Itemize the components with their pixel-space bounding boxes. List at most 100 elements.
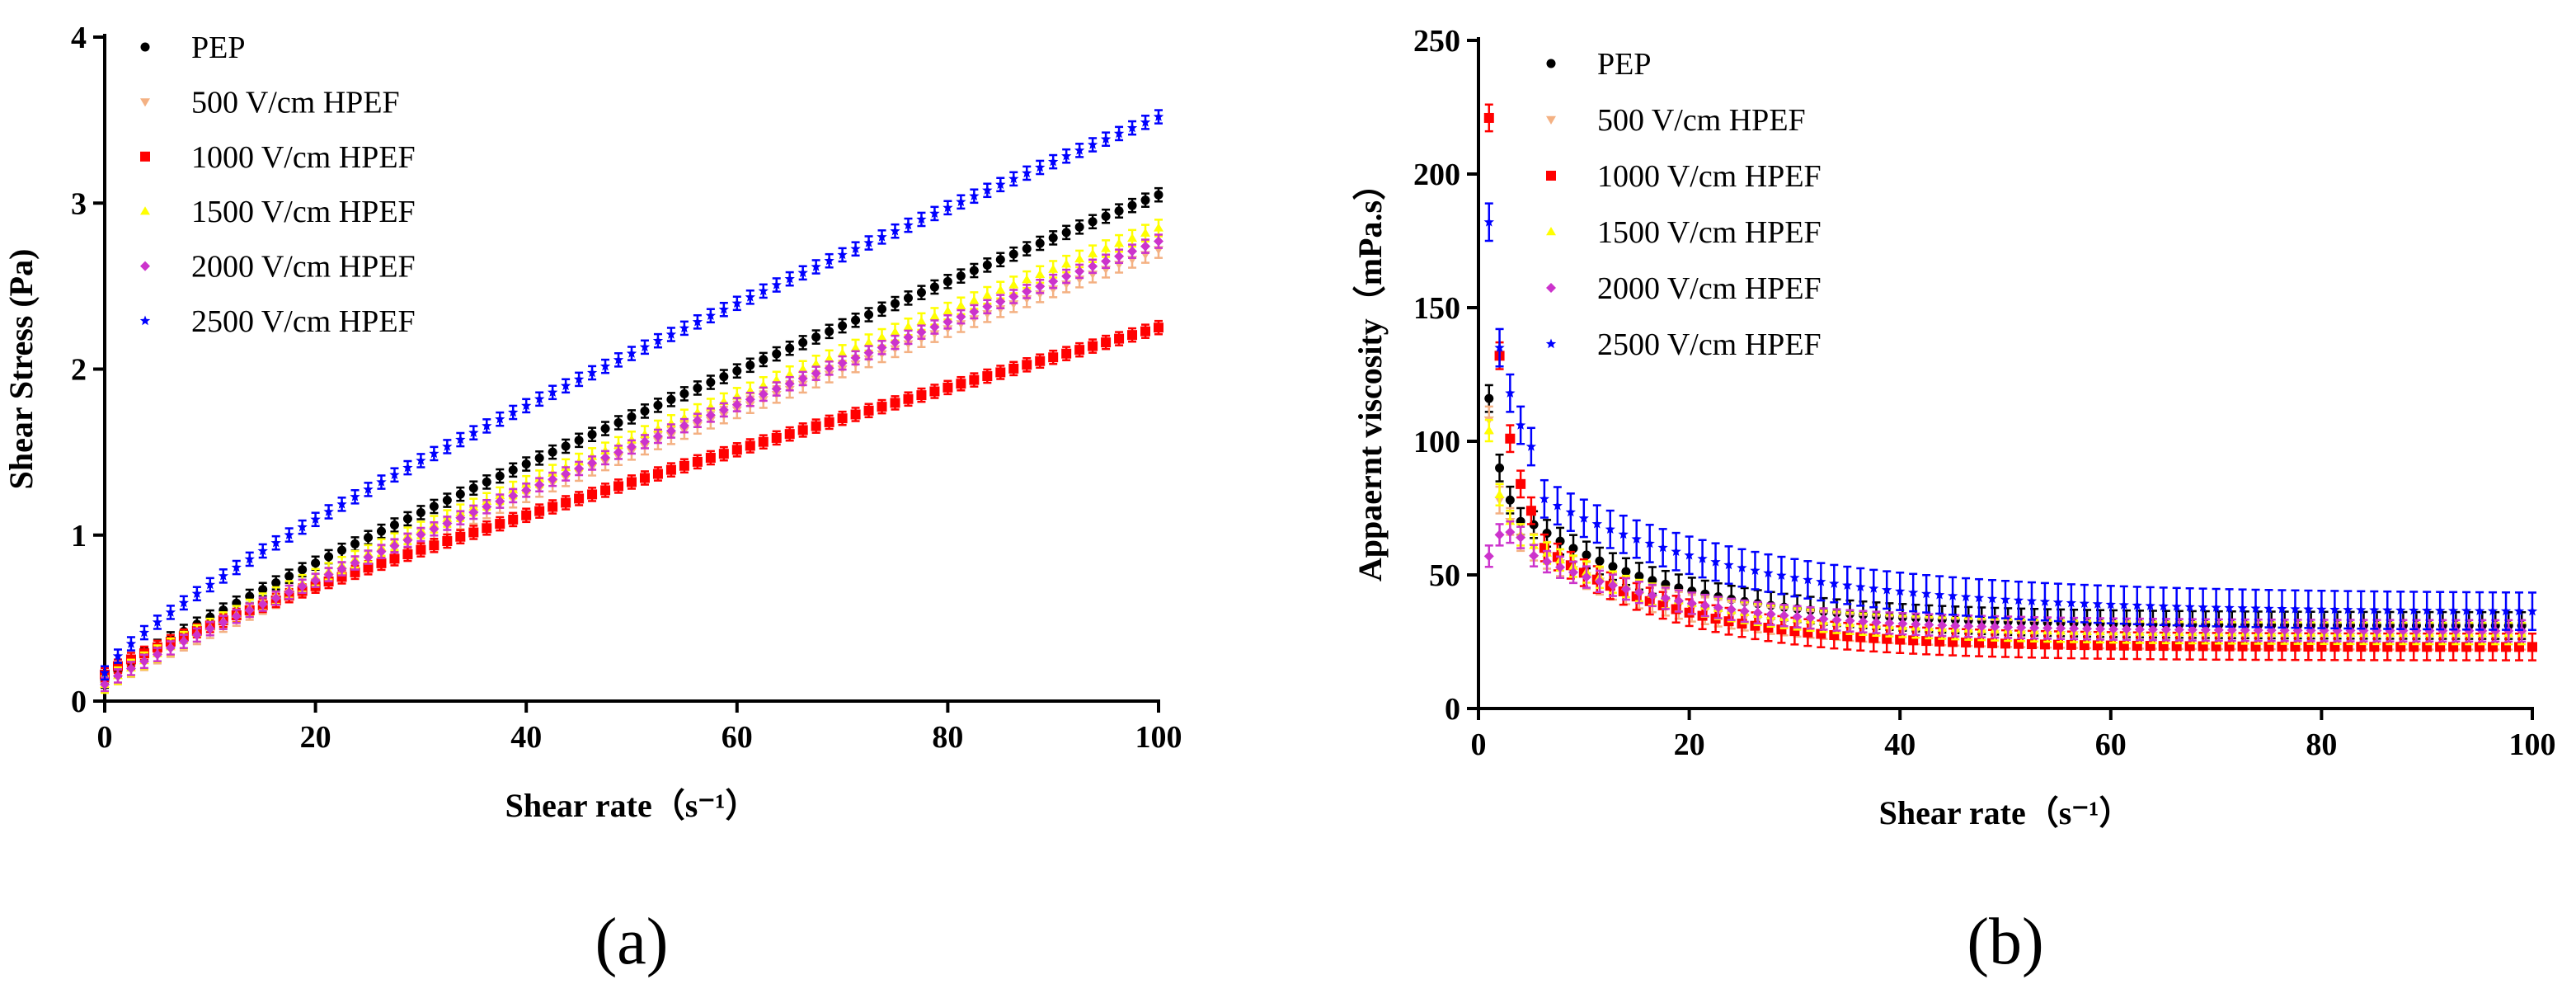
a-data-point	[891, 299, 900, 308]
a-x-axis-title: Shear rate（s⁻¹）	[505, 787, 759, 824]
a-data-point	[139, 627, 150, 638]
a-data-point	[956, 196, 966, 206]
b-data-point	[2134, 624, 2145, 635]
a-data-point	[825, 327, 834, 337]
a-data-point	[718, 404, 729, 415]
a-data-point	[271, 578, 281, 588]
b-data-point	[1963, 621, 1974, 632]
b-data-point	[1911, 619, 1921, 629]
a-data-point	[956, 379, 966, 389]
a-data-point	[718, 449, 729, 459]
a-data-point	[284, 586, 294, 597]
a-data-point	[771, 280, 782, 290]
b-series-4	[1483, 520, 2527, 643]
b-data-point	[1686, 598, 1697, 609]
a-data-point	[125, 663, 136, 674]
a-data-point	[204, 579, 215, 590]
a-data-point	[376, 477, 387, 487]
a-data-point	[797, 267, 808, 278]
a-data-point	[1127, 200, 1137, 210]
a-data-point	[929, 311, 940, 320]
a-series-2	[100, 319, 1163, 683]
a-data-point	[929, 282, 939, 292]
b-data-point	[2092, 598, 2103, 609]
a-data-point	[613, 418, 623, 428]
b-data-point	[2016, 622, 2027, 633]
a-data-point	[324, 552, 334, 562]
a-data-point	[719, 372, 729, 382]
a-data-point	[402, 549, 413, 560]
a-data-point	[1022, 167, 1032, 178]
b-data-point	[1855, 581, 1866, 591]
a-data-point	[929, 386, 940, 397]
a-data-point	[191, 588, 202, 598]
a-data-point	[627, 441, 637, 452]
a-data-point	[402, 534, 413, 545]
b-x-tick-label: 80	[2306, 727, 2337, 762]
b-data-point	[1483, 426, 1494, 435]
b-data-point	[1829, 578, 1840, 588]
b-data-point	[2145, 600, 2155, 610]
a-data-point	[942, 317, 953, 327]
b-data-point	[2500, 605, 2512, 616]
a-data-point	[718, 304, 729, 314]
a-data-point	[1074, 222, 1084, 232]
a-data-point	[877, 342, 887, 353]
b-data-point	[1684, 549, 1695, 560]
b-data-point	[2290, 604, 2301, 614]
b-data-point	[2158, 600, 2169, 611]
a-data-point	[811, 368, 821, 379]
a-data-point	[495, 519, 505, 530]
b-data-point	[2422, 605, 2433, 615]
b-data-point	[1871, 617, 1882, 628]
a-legend-item: 1500 V/cm HPEF	[140, 195, 416, 229]
b-data-point	[2039, 596, 2051, 606]
a-data-point	[666, 394, 676, 404]
a-data-point	[1114, 238, 1125, 247]
a-data-point	[363, 563, 374, 573]
a-data-point	[824, 363, 834, 374]
a-data-point	[706, 378, 716, 388]
a-data-point	[257, 545, 268, 556]
a-data-point	[837, 348, 848, 357]
a-data-point	[429, 448, 440, 459]
a-data-point	[139, 656, 149, 666]
a-data-point	[442, 518, 453, 529]
a-data-point	[1140, 326, 1151, 337]
a-data-point	[890, 337, 900, 348]
a-data-point	[639, 436, 650, 447]
b-data-point	[1673, 596, 1684, 606]
a-data-point	[797, 364, 808, 374]
b-data-point	[1895, 586, 1906, 596]
a-data-point	[112, 651, 124, 661]
b-data-point	[2224, 602, 2235, 613]
a-data-point	[482, 477, 491, 487]
a-data-point	[995, 285, 1006, 294]
a-data-point	[468, 427, 479, 437]
a-data-point	[600, 452, 611, 463]
b-data-point	[1631, 534, 1642, 544]
b-data-point	[1515, 420, 1526, 430]
a-data-point	[482, 420, 492, 431]
a-data-point	[1061, 228, 1071, 238]
b-data-point	[1505, 495, 1515, 505]
a-data-point	[995, 255, 1005, 265]
a-data-point	[1114, 251, 1125, 261]
b-legend-label: 500 V/cm HPEF	[1597, 103, 1806, 138]
b-legend-label: 1000 V/cm HPEF	[1597, 159, 1822, 194]
b-data-point	[2356, 605, 2367, 614]
a-data-point	[1022, 275, 1032, 284]
b-legend-item: 1500 V/cm HPEF	[1546, 215, 1822, 250]
b-y-tick-label: 100	[1413, 425, 1460, 459]
a-data-point	[245, 591, 255, 601]
b-data-point	[2448, 605, 2459, 615]
b-legend-item: 500 V/cm HPEF	[1546, 103, 1806, 138]
a-data-point	[679, 421, 689, 431]
b-panel-label: (b)	[1967, 906, 2043, 978]
a-data-point	[1008, 363, 1019, 374]
a-data-point	[178, 636, 189, 647]
a-data-point	[1101, 256, 1112, 266]
a-y-tick-label: 4	[71, 21, 87, 55]
b-data-point	[1607, 580, 1618, 591]
